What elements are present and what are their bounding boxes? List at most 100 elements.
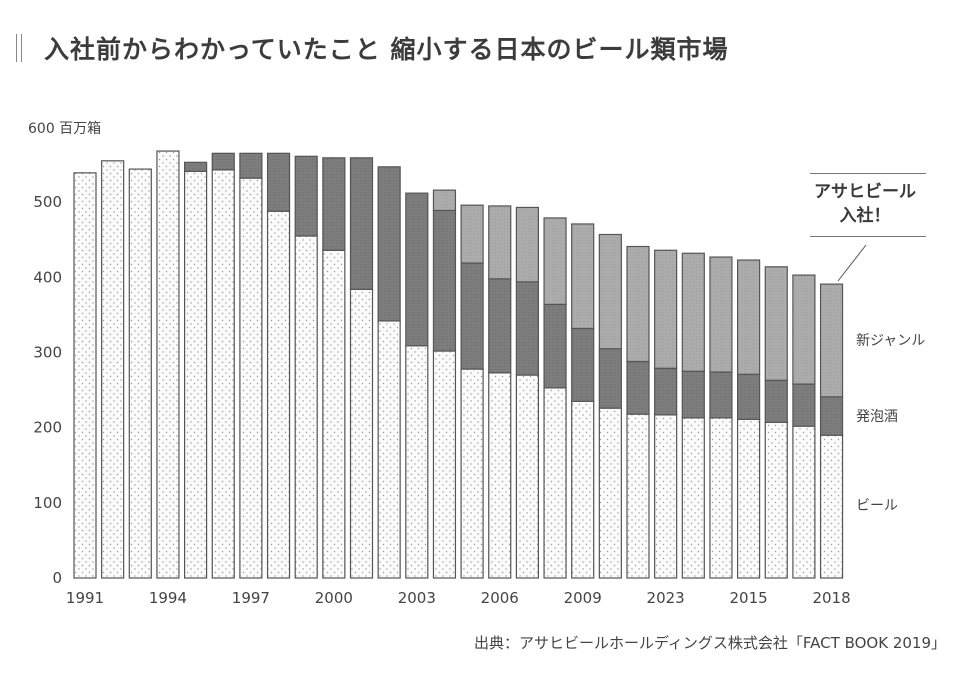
bar-segment-beer: [294, 235, 318, 579]
series-label: 発泡酒: [856, 409, 898, 425]
bar-2006: [488, 205, 512, 579]
bar-segment-beer: [460, 368, 484, 579]
bar-2007: [515, 206, 540, 579]
y-tick-label: 400: [33, 268, 62, 286]
bar-segment-happoshu: [736, 373, 761, 420]
bar-segment-happoshu: [598, 348, 622, 409]
bar-segment-new-genre: [598, 233, 622, 350]
bar-segment-beer: [709, 417, 733, 579]
bar-1998: [266, 152, 291, 579]
x-tick-label: 1991: [66, 589, 104, 607]
bar-segment-beer: [377, 320, 401, 579]
bar-segment-beer: [543, 387, 567, 579]
bar-2017: [792, 274, 816, 579]
bar-segment-happoshu: [819, 396, 844, 436]
callout-rule-bottom: [810, 236, 926, 237]
bar-segment-happoshu: [322, 157, 346, 251]
bar-segment-new-genre: [819, 283, 844, 398]
bar-segment-happoshu: [792, 383, 816, 427]
bar-segment-beer: [349, 288, 374, 579]
bar-2015: [736, 259, 761, 579]
x-tick-label: 2000: [315, 589, 353, 607]
bar-segment-happoshu: [349, 157, 374, 290]
series-labels: ビール 発泡酒 新ジャンル: [856, 333, 925, 514]
y-axis: 0 100 200 300 400 500: [33, 193, 62, 587]
bar-segment-new-genre: [626, 245, 650, 363]
callout-annotation: アサヒビール 入社！: [800, 180, 930, 228]
bar-segment-happoshu: [515, 281, 540, 376]
bar-1995: [184, 161, 208, 579]
bar-segment-beer: [792, 425, 816, 579]
bar-2013: [681, 252, 705, 579]
bar-segment-beer: [211, 169, 235, 579]
bar-1991: [73, 172, 97, 579]
bar-segment-new-genre: [571, 223, 595, 330]
bar-segment-beer: [571, 400, 595, 579]
series-label: 新ジャンル: [856, 333, 925, 349]
bar-segment-happoshu: [432, 209, 457, 352]
x-tick-label: 2009: [564, 589, 602, 607]
bar-segment-beer: [654, 414, 678, 579]
bar-1999: [294, 155, 318, 579]
bar-2008: [543, 217, 567, 579]
bar-1993: [128, 168, 152, 579]
bar-segment-beer: [239, 177, 263, 579]
bar-segment-new-genre: [709, 256, 733, 373]
bar-2012: [654, 249, 678, 579]
bar-1997: [239, 152, 263, 579]
bar-segment-happoshu: [571, 327, 595, 402]
bar-segment-beer: [488, 372, 512, 579]
bar-segment-happoshu: [266, 152, 291, 212]
x-tick-label: 2023: [647, 589, 685, 607]
bars: [73, 150, 844, 579]
source-note: 出典：アサヒビールホールディングス株式会社「FACT BOOK 2019」: [473, 634, 946, 652]
bar-segment-happoshu: [681, 370, 705, 419]
bar-segment-happoshu: [764, 379, 788, 424]
bar-segment-beer: [432, 350, 457, 579]
bar-segment-beer: [515, 374, 540, 579]
bar-segment-happoshu: [239, 152, 263, 179]
callout-rule-top: [810, 173, 926, 174]
bar-segment-happoshu: [543, 303, 567, 389]
bar-2005: [460, 204, 484, 579]
bar-segment-new-genre: [543, 217, 567, 305]
bar-1992: [101, 160, 125, 579]
callout-line1: アサヒビール: [814, 182, 916, 202]
bar-2003: [405, 192, 429, 579]
bar-segment-happoshu: [294, 155, 318, 237]
bar-segment-new-genre: [432, 189, 457, 212]
x-tick-label: 2003: [398, 589, 436, 607]
x-tick-label: 2006: [481, 589, 519, 607]
chart-title: 入社前からわかっていたこと 縮小する日本のビール類市場: [44, 35, 729, 64]
x-tick-label: 2015: [730, 589, 768, 607]
bar-2009: [571, 223, 595, 579]
y-tick-label: 500: [33, 193, 62, 211]
bar-segment-new-genre: [736, 259, 761, 375]
bar-segment-beer: [101, 160, 125, 579]
bar-segment-new-genre: [792, 274, 816, 385]
x-tick-label: 1994: [149, 589, 187, 607]
x-axis: 1991 1994 1997 2000 2003 2006 2009 2023 2015 2018: [66, 589, 851, 607]
bar-segment-happoshu: [626, 360, 650, 415]
bar-segment-new-genre: [515, 206, 540, 283]
bar-segment-happoshu: [184, 161, 208, 172]
x-tick-label: 2018: [812, 589, 850, 607]
callout-line2: 入社！: [839, 206, 891, 226]
bar-segment-beer: [681, 417, 705, 579]
bar-segment-new-genre: [681, 252, 705, 372]
callout-pointer: [837, 244, 867, 282]
bar-2018: [819, 283, 844, 579]
bar-segment-happoshu: [709, 371, 733, 419]
bar-1994: [156, 150, 180, 579]
bar-segment-beer: [184, 170, 208, 579]
bar-segment-beer: [626, 413, 650, 579]
bar-segment-beer: [156, 150, 180, 579]
y-tick-label: 300: [33, 344, 62, 362]
bar-segment-new-genre: [488, 205, 512, 280]
bar-segment-happoshu: [405, 192, 429, 347]
bar-2002: [377, 166, 401, 579]
bar-segment-beer: [73, 172, 97, 579]
bar-2014: [709, 256, 733, 579]
series-label: ビール: [856, 498, 898, 514]
